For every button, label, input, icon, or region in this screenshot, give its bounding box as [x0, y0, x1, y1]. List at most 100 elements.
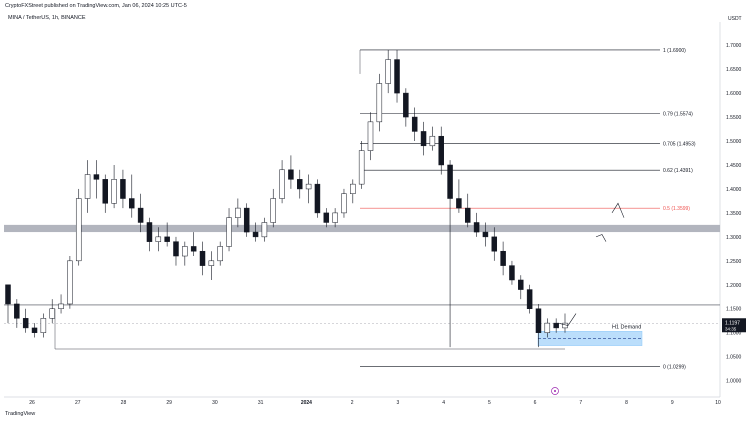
candle-body — [394, 59, 400, 94]
y-tick-label: 1.3000 — [726, 235, 742, 241]
fib-level-label: 0.5 (1.3599) — [663, 206, 690, 212]
candle-body — [67, 260, 73, 305]
candle-body — [129, 198, 135, 209]
x-tick-label: 31 — [258, 400, 264, 406]
candle-body — [447, 164, 453, 199]
y-tick-label: 1.0500 — [726, 355, 742, 361]
candle-body — [482, 231, 489, 238]
candle-body — [75, 198, 82, 262]
candle-body — [84, 174, 91, 199]
y-tick-label: 1.2000 — [726, 283, 742, 289]
y-tick-label: 1.4000 — [726, 187, 742, 193]
y-tick-label: 1.3500 — [726, 211, 742, 217]
candle-body — [243, 207, 250, 233]
fib-level-label: 0.79 (1.5574) — [663, 112, 693, 118]
fib-level-label: 0 (1.0299) — [663, 364, 686, 370]
candle-body — [491, 236, 498, 252]
candle-body — [456, 198, 462, 209]
projection-path — [595, 234, 607, 242]
y-tick-label: 1.1500 — [726, 307, 742, 313]
symbol-label: MINA / TetherUS, 1h, BINANCE — [8, 15, 86, 21]
x-tick-label: 28 — [121, 400, 127, 406]
candle-body — [544, 322, 551, 333]
fib-level-label: 0.705 (1.4953) — [663, 141, 696, 147]
candle-body — [235, 207, 241, 218]
candle-body — [252, 231, 259, 238]
x-tick-label: 10 — [715, 400, 721, 406]
candle-body — [190, 246, 197, 252]
demand-zone-label: H1 Demand — [612, 324, 641, 330]
y-tick-label: 1.5000 — [726, 139, 742, 145]
candle-body — [411, 116, 418, 132]
candle-body — [120, 179, 126, 199]
x-tick-label: 29 — [166, 400, 172, 406]
event-marker-dot — [554, 390, 556, 392]
candle-body — [464, 207, 471, 223]
candle-body — [526, 289, 533, 309]
x-tick-label: 2024 — [301, 400, 312, 406]
candle-body — [270, 198, 276, 223]
x-tick-label: 26 — [29, 400, 35, 406]
candle-body — [261, 222, 268, 238]
candle-body — [155, 236, 162, 242]
x-tick-label: 2 — [351, 400, 354, 406]
x-tick-label: 9 — [671, 400, 674, 406]
y-tick-label: 1.6500 — [726, 67, 742, 73]
candle-body — [314, 183, 321, 214]
candle-body — [40, 318, 47, 333]
price-label-box — [722, 318, 746, 333]
supply-zone — [4, 224, 720, 233]
x-tick-label: 4 — [442, 400, 445, 406]
candle-body — [535, 308, 542, 333]
candle-body — [208, 260, 215, 266]
candle-body — [93, 174, 100, 180]
candle-body — [297, 179, 303, 190]
candle-body — [102, 179, 109, 204]
x-tick-label: 3 — [396, 400, 399, 406]
candle-body — [323, 212, 330, 223]
candle-body — [217, 246, 223, 262]
candle-body — [173, 241, 179, 257]
y-tick-label: 1.4500 — [726, 163, 742, 169]
x-tick-label: 6 — [534, 400, 537, 406]
candle-body — [376, 83, 383, 123]
candle-body — [500, 250, 506, 266]
candle-body — [438, 135, 444, 166]
projection-path — [611, 202, 625, 218]
y-tick-label: 1.0000 — [726, 379, 742, 385]
candle-body — [199, 250, 206, 266]
candle-body — [146, 222, 153, 242]
projection-path — [557, 313, 577, 326]
candle-body — [341, 193, 347, 214]
fib-level-label: 1 (1.6900) — [663, 48, 686, 54]
candle-body — [385, 59, 391, 84]
candle-body — [58, 303, 64, 309]
candle-body — [358, 150, 365, 185]
candle-body — [182, 246, 188, 257]
currency-label: USDT — [728, 16, 742, 22]
x-tick-label: 30 — [212, 400, 218, 406]
tradingview-logo: TradingView — [5, 411, 36, 417]
candle-body — [518, 279, 524, 290]
candle-body — [137, 207, 144, 223]
fib-level-label: 0.62 (1.4391) — [663, 168, 693, 174]
candle-body — [403, 92, 409, 118]
candle-body — [473, 222, 480, 233]
candle-body — [350, 183, 356, 194]
candle-body — [553, 322, 559, 329]
candle-body — [226, 217, 232, 247]
candle-body — [14, 303, 20, 319]
x-tick-label: 8 — [625, 400, 628, 406]
candle-body — [305, 183, 312, 190]
candle-body — [279, 169, 285, 199]
y-tick-label: 1.2500 — [726, 259, 742, 265]
candle-body — [49, 308, 55, 319]
y-tick-label: 1.6000 — [726, 91, 742, 97]
candle-body — [5, 284, 11, 305]
x-tick-label: 27 — [75, 400, 81, 406]
candle-body — [288, 169, 294, 180]
candle-body — [164, 236, 170, 242]
y-tick-label: 1.1000 — [726, 331, 742, 337]
candle-body — [509, 265, 515, 281]
